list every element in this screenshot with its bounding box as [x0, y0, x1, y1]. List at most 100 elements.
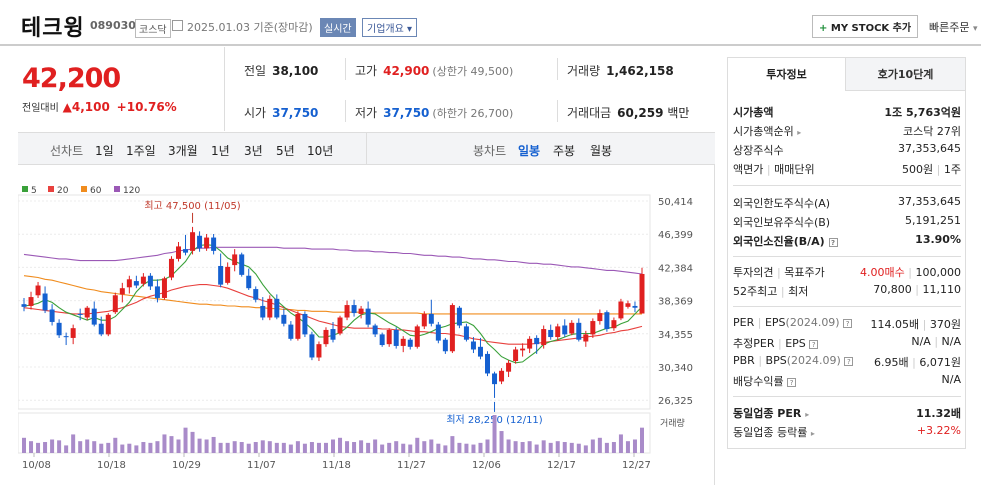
help-icon[interactable]: ?: [843, 318, 853, 328]
market-cap-rank-row: 시가총액순위 ▸ 코스닥 27위: [733, 125, 961, 138]
volume-bar: [50, 439, 55, 453]
candle-body: [435, 324, 441, 341]
volume-bar: [134, 445, 139, 453]
candle-body: [393, 329, 399, 346]
candle-body: [225, 266, 231, 283]
candle-body: [492, 373, 498, 385]
stock-chart[interactable]: 5 20 60 120 50,414 46,399 42,384 38,369 34,355 30…: [17, 165, 715, 485]
volume-bar: [190, 431, 195, 453]
candle-body: [147, 275, 153, 287]
candle-body: [428, 313, 434, 324]
help-icon[interactable]: ?: [787, 377, 797, 387]
volume-bar: [548, 442, 553, 453]
volume-bar: [323, 442, 328, 453]
volume-bar: [64, 445, 69, 453]
volume-bar: [408, 444, 413, 453]
tab-1w[interactable]: 1주일: [126, 144, 156, 158]
candle-body: [625, 303, 631, 307]
tab-invest-info[interactable]: 투자정보: [728, 58, 846, 91]
candle-body: [358, 308, 364, 314]
candle-body: [541, 329, 547, 346]
candle-body: [267, 298, 273, 318]
tab-1y[interactable]: 1년: [211, 144, 230, 158]
tab-orderbook[interactable]: 호가10단계: [846, 58, 965, 91]
volume-bar: [78, 441, 83, 453]
sector-rate-row: 동일업종 등락률 ▸ +3.22%: [733, 424, 961, 439]
foreign-ratio-row: 외국인소진율(B/A) ? 13.90%: [733, 233, 961, 248]
legend-swatch-60: [81, 186, 87, 192]
tab-daily[interactable]: 일봉: [518, 144, 541, 158]
volume-bar: [92, 441, 97, 453]
volume-bar: [36, 442, 41, 453]
candle-body: [330, 329, 336, 340]
volume-bar: [569, 442, 574, 453]
y-tick-label: 34,355: [658, 330, 693, 341]
volume-bar: [113, 437, 118, 453]
candle-body: [211, 237, 217, 251]
help-icon[interactable]: ?: [844, 356, 854, 366]
tab-10y[interactable]: 10년: [307, 144, 334, 158]
candle-body: [583, 334, 589, 342]
help-icon[interactable]: ?: [809, 339, 819, 349]
ma60-line: [23, 275, 642, 315]
up-triangle-icon: ▲: [62, 100, 72, 114]
volume-bar: [450, 436, 455, 453]
help-icon[interactable]: ?: [828, 237, 838, 247]
volume-bar: [120, 444, 125, 453]
candle-body: [218, 265, 224, 285]
volume: 거래량 1,462,158: [567, 64, 674, 78]
change-rate: +10.76%: [116, 100, 177, 114]
y-tick-label: 38,369: [658, 297, 693, 308]
legend-label-120: 120: [123, 186, 140, 196]
quick-order-menu[interactable]: 빠른주문 ▾: [929, 21, 978, 34]
candle-body: [77, 313, 83, 315]
candle-body: [302, 313, 308, 335]
volume-bar: [373, 439, 378, 453]
legend-swatch-5: [22, 186, 28, 192]
add-mystock-button[interactable]: + MY STOCK 추가: [812, 15, 919, 38]
volume-bar: [281, 442, 286, 453]
par-value-row: 액면가 | 매매단위 500원 | 1주: [733, 163, 961, 176]
tab-monthly[interactable]: 월봉: [590, 144, 613, 158]
tab-1d[interactable]: 1일: [95, 144, 114, 158]
candle-body: [639, 273, 645, 314]
tab-5y[interactable]: 5년: [276, 144, 295, 158]
volume-bar: [267, 441, 272, 453]
high-annotation: 최고 47,500 (11/05): [144, 200, 240, 212]
tab-3m[interactable]: 3개월: [168, 144, 198, 158]
opinion-row: 투자의견 | 목표주가 4.00매수 | 100,000: [733, 266, 961, 279]
candle-body: [548, 329, 554, 338]
company-overview-dropdown[interactable]: 기업개요 ▾: [362, 18, 418, 37]
volume-bar: [246, 443, 251, 453]
realtime-button[interactable]: 실시간: [320, 18, 356, 37]
volume-bar: [176, 439, 181, 453]
volume-bar: [57, 440, 62, 453]
header-divider: [0, 44, 981, 46]
divider: [366, 133, 367, 164]
candle-body: [168, 258, 174, 278]
x-tick-label: 11/18: [322, 460, 351, 471]
y-tick-label: 42,384: [658, 263, 693, 274]
volume-bar: [204, 439, 209, 453]
stock-code: 089030: [90, 19, 136, 32]
candle-body: [98, 323, 104, 335]
volume-bar: [443, 445, 448, 453]
volume-bar: [576, 443, 581, 453]
volume-bar: [169, 436, 174, 453]
open-price: 시가 37,750: [244, 106, 319, 120]
tab-3y[interactable]: 3년: [244, 144, 263, 158]
volume-bar: [387, 442, 392, 453]
candle-body: [442, 339, 448, 352]
week52-row: 52주최고 | 최저 70,800 | 11,110: [733, 283, 961, 298]
candle-body: [91, 308, 97, 325]
tab-weekly[interactable]: 주봉: [553, 144, 576, 158]
volume-bar: [22, 437, 26, 453]
candle-body: [555, 326, 561, 338]
candle-body: [140, 276, 146, 284]
volume-bar: [541, 440, 546, 453]
caret-right-icon: ▸: [805, 410, 810, 419]
candle-body: [42, 293, 48, 311]
stock-header: 테크윙 089030 코스닥 2025.01.03 기준(장마감) 실시간 기업…: [0, 0, 981, 47]
day-high: 고가 42,900 (상한가 49,500): [355, 64, 514, 78]
candlestick-chart[interactable]: 5 20 60 120 50,414 46,399 42,384 38,369 34,355 30…: [17, 165, 715, 485]
